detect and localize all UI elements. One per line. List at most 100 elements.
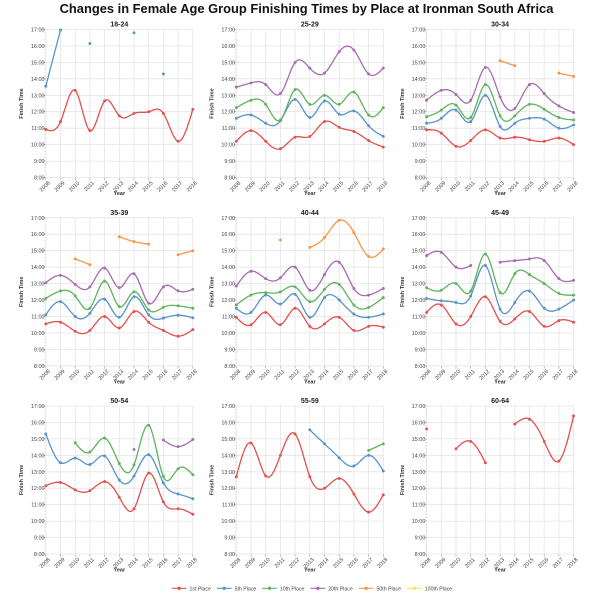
svg-text:14:00: 14:00 (31, 265, 45, 271)
svg-text:5th Place: 5th Place (235, 586, 257, 592)
svg-text:16:00: 16:00 (31, 232, 45, 238)
svg-text:9:00: 9:00 (415, 536, 426, 542)
svg-text:50-54: 50-54 (110, 398, 128, 405)
svg-text:12:00: 12:00 (412, 110, 426, 116)
svg-text:11:00: 11:00 (412, 315, 425, 321)
svg-text:12:00: 12:00 (221, 298, 235, 304)
svg-text:12:00: 12:00 (412, 486, 426, 492)
svg-text:13:00: 13:00 (412, 93, 426, 99)
svg-text:16:00: 16:00 (221, 232, 235, 238)
svg-text:15:00: 15:00 (31, 60, 45, 66)
svg-text:17:00: 17:00 (412, 216, 426, 222)
svg-text:8:00: 8:00 (224, 364, 235, 370)
svg-text:14:00: 14:00 (412, 265, 426, 271)
svg-text:8:00: 8:00 (34, 364, 45, 370)
svg-text:Finish Time: Finish Time (210, 88, 216, 118)
svg-text:30-34: 30-34 (491, 22, 509, 29)
svg-text:14:00: 14:00 (221, 77, 235, 83)
svg-text:Year: Year (113, 568, 125, 574)
svg-text:8:00: 8:00 (224, 552, 235, 558)
svg-text:Year: Year (494, 568, 506, 574)
svg-text:60-64: 60-64 (491, 398, 509, 405)
svg-text:10:00: 10:00 (412, 143, 426, 149)
svg-text:17:00: 17:00 (412, 28, 426, 34)
svg-text:Finish Time: Finish Time (19, 277, 25, 307)
svg-text:25-29: 25-29 (301, 22, 319, 29)
svg-text:13:00: 13:00 (31, 470, 45, 476)
svg-text:14:00: 14:00 (31, 77, 45, 83)
svg-text:9:00: 9:00 (415, 347, 426, 353)
svg-text:15:00: 15:00 (31, 437, 45, 443)
svg-text:16:00: 16:00 (31, 420, 45, 426)
svg-text:13:00: 13:00 (412, 282, 426, 288)
svg-text:18-24: 18-24 (110, 22, 128, 29)
svg-text:16:00: 16:00 (412, 420, 426, 426)
svg-text:8:00: 8:00 (34, 552, 45, 558)
svg-text:8:00: 8:00 (415, 364, 426, 370)
svg-text:Year: Year (304, 379, 316, 385)
svg-text:Changes in Female Age Group Fi: Changes in Female Age Group Finishing Ti… (60, 1, 555, 16)
svg-text:Year: Year (113, 379, 125, 385)
svg-text:45-49: 45-49 (491, 210, 509, 217)
svg-text:12:00: 12:00 (412, 298, 426, 304)
svg-text:Finish Time: Finish Time (19, 465, 25, 495)
svg-text:12:00: 12:00 (31, 298, 45, 304)
svg-text:9:00: 9:00 (224, 159, 235, 165)
svg-text:12:00: 12:00 (31, 486, 45, 492)
svg-text:Finish Time: Finish Time (19, 88, 25, 118)
svg-text:15:00: 15:00 (31, 249, 45, 255)
svg-text:16:00: 16:00 (221, 44, 235, 50)
svg-text:Year: Year (304, 568, 316, 574)
svg-text:9:00: 9:00 (415, 159, 426, 165)
svg-text:Year: Year (113, 191, 125, 197)
svg-text:10:00: 10:00 (221, 143, 235, 149)
svg-text:11:00: 11:00 (412, 126, 425, 132)
svg-text:Year: Year (494, 191, 506, 197)
svg-text:Finish Time: Finish Time (210, 465, 216, 495)
svg-text:55-59: 55-59 (301, 398, 319, 405)
svg-text:15:00: 15:00 (221, 437, 235, 443)
svg-text:15:00: 15:00 (412, 437, 426, 443)
svg-text:17:00: 17:00 (31, 404, 45, 410)
svg-text:9:00: 9:00 (34, 536, 45, 542)
svg-text:14:00: 14:00 (221, 265, 235, 271)
svg-text:13:00: 13:00 (31, 93, 45, 99)
svg-text:Finish Time: Finish Time (400, 88, 406, 118)
svg-text:17:00: 17:00 (31, 216, 45, 222)
svg-text:13:00: 13:00 (221, 470, 235, 476)
svg-text:11:00: 11:00 (31, 126, 44, 132)
svg-text:17:00: 17:00 (221, 28, 235, 34)
svg-text:8:00: 8:00 (34, 176, 45, 182)
svg-text:10:00: 10:00 (31, 143, 45, 149)
svg-text:15:00: 15:00 (221, 249, 235, 255)
svg-text:15:00: 15:00 (412, 249, 426, 255)
svg-text:13:00: 13:00 (412, 470, 426, 476)
svg-text:15:00: 15:00 (412, 60, 426, 66)
svg-text:10:00: 10:00 (412, 519, 426, 525)
svg-text:14:00: 14:00 (221, 453, 235, 459)
svg-text:35-39: 35-39 (110, 210, 128, 217)
svg-text:10th Place: 10th Place (280, 586, 305, 592)
svg-text:17:00: 17:00 (31, 28, 45, 34)
svg-text:13:00: 13:00 (221, 93, 235, 99)
svg-text:20th Place: 20th Place (328, 586, 353, 592)
svg-text:14:00: 14:00 (412, 453, 426, 459)
svg-text:16:00: 16:00 (31, 44, 45, 50)
svg-text:13:00: 13:00 (221, 282, 235, 288)
svg-text:16:00: 16:00 (412, 232, 426, 238)
svg-text:8:00: 8:00 (224, 176, 235, 182)
svg-text:9:00: 9:00 (224, 536, 235, 542)
svg-text:10:00: 10:00 (221, 519, 235, 525)
svg-text:16:00: 16:00 (412, 44, 426, 50)
svg-text:17:00: 17:00 (412, 404, 426, 410)
svg-text:16:00: 16:00 (221, 420, 235, 426)
svg-text:100th Place: 100th Place (425, 586, 453, 592)
svg-text:9:00: 9:00 (34, 159, 45, 165)
svg-text:Year: Year (494, 379, 506, 385)
svg-text:17:00: 17:00 (221, 216, 235, 222)
svg-text:14:00: 14:00 (31, 453, 45, 459)
svg-text:10:00: 10:00 (412, 331, 426, 337)
svg-text:Finish Time: Finish Time (400, 465, 406, 495)
svg-text:10:00: 10:00 (31, 519, 45, 525)
svg-text:Finish Time: Finish Time (210, 277, 216, 307)
